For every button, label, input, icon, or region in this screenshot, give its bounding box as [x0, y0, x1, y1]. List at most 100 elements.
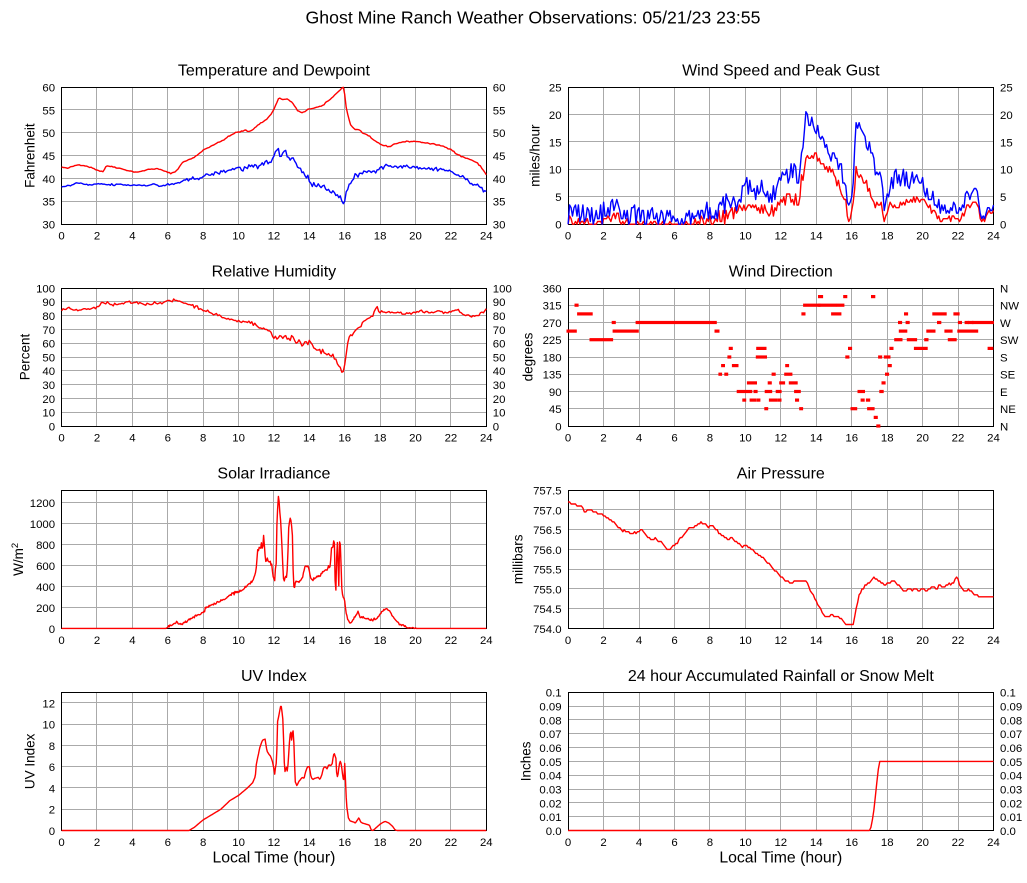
svg-text:1200: 1200: [30, 498, 55, 510]
svg-text:20: 20: [916, 635, 929, 647]
svg-text:757.5: 757.5: [533, 486, 562, 498]
svg-text:10: 10: [493, 408, 506, 420]
svg-text:6: 6: [671, 231, 677, 243]
svg-text:0.08: 0.08: [539, 715, 561, 727]
svg-text:12: 12: [774, 231, 787, 243]
svg-text:8: 8: [707, 231, 713, 243]
svg-text:16: 16: [845, 837, 858, 849]
svg-text:8: 8: [49, 741, 55, 753]
svg-text:20: 20: [916, 231, 929, 243]
svg-text:24: 24: [987, 231, 1000, 243]
svg-text:22: 22: [445, 635, 458, 647]
svg-text:0.05: 0.05: [539, 757, 561, 769]
svg-text:20: 20: [42, 394, 55, 406]
svg-text:50: 50: [42, 352, 55, 364]
svg-text:1000: 1000: [30, 519, 55, 531]
svg-text:10: 10: [232, 837, 245, 849]
svg-text:4: 4: [129, 231, 135, 243]
svg-text:225: 225: [543, 335, 562, 347]
svg-text:0.05: 0.05: [1000, 757, 1022, 769]
svg-text:14: 14: [303, 635, 316, 647]
svg-text:0.01: 0.01: [1000, 812, 1022, 824]
svg-text:0: 0: [1000, 220, 1006, 232]
svg-text:8: 8: [200, 432, 206, 444]
svg-text:16: 16: [338, 432, 351, 444]
svg-text:754.0: 754.0: [533, 624, 562, 636]
svg-text:60: 60: [493, 82, 506, 94]
svg-text:60: 60: [42, 339, 55, 351]
svg-text:0.03: 0.03: [539, 784, 561, 796]
svg-text:4: 4: [636, 635, 642, 647]
svg-text:24: 24: [480, 635, 493, 647]
svg-text:Wind Speed and Peak Gust: Wind Speed and Peak Gust: [682, 63, 880, 80]
svg-text:80: 80: [493, 311, 506, 323]
svg-text:Ghost Mine Ranch Weather Obser: Ghost Mine Ranch Weather Observations: 0…: [306, 8, 761, 28]
svg-text:0.02: 0.02: [539, 798, 561, 810]
svg-text:22: 22: [445, 231, 458, 243]
svg-text:0.06: 0.06: [1000, 743, 1022, 755]
svg-text:16: 16: [845, 231, 858, 243]
svg-text:miles/hour: miles/hour: [528, 124, 543, 187]
svg-text:8: 8: [200, 635, 206, 647]
svg-text:70: 70: [493, 325, 506, 337]
svg-text:0: 0: [555, 421, 561, 433]
svg-text:0: 0: [565, 837, 571, 849]
svg-text:22: 22: [952, 231, 965, 243]
svg-text:4: 4: [636, 432, 642, 444]
svg-text:12: 12: [774, 837, 787, 849]
svg-text:315: 315: [543, 301, 562, 313]
svg-text:6: 6: [671, 837, 677, 849]
svg-text:12: 12: [268, 837, 281, 849]
svg-text:0: 0: [49, 826, 55, 838]
svg-text:22: 22: [445, 837, 458, 849]
svg-text:0.07: 0.07: [1000, 729, 1022, 741]
svg-text:40: 40: [42, 366, 55, 378]
svg-text:12: 12: [268, 432, 281, 444]
svg-text:60: 60: [42, 82, 55, 94]
svg-text:4: 4: [636, 231, 642, 243]
svg-text:0.04: 0.04: [539, 771, 561, 783]
svg-text:16: 16: [338, 635, 351, 647]
svg-text:100: 100: [36, 283, 55, 295]
svg-text:20: 20: [409, 432, 422, 444]
svg-text:20: 20: [1000, 110, 1013, 122]
svg-text:NE: NE: [1000, 404, 1016, 416]
svg-text:10: 10: [232, 432, 245, 444]
svg-text:14: 14: [303, 837, 316, 849]
svg-text:2: 2: [600, 837, 606, 849]
svg-text:6: 6: [49, 762, 55, 774]
svg-text:14: 14: [303, 231, 316, 243]
svg-text:35: 35: [493, 197, 506, 209]
svg-text:756.0: 756.0: [533, 545, 562, 557]
svg-text:10: 10: [232, 635, 245, 647]
svg-text:8: 8: [707, 432, 713, 444]
svg-text:16: 16: [338, 837, 351, 849]
svg-text:0.06: 0.06: [539, 743, 561, 755]
svg-text:4: 4: [129, 432, 135, 444]
svg-text:Wind Direction: Wind Direction: [729, 264, 833, 281]
svg-text:22: 22: [952, 432, 965, 444]
svg-text:N: N: [1000, 421, 1008, 433]
svg-text:SW: SW: [1000, 335, 1019, 347]
svg-text:2: 2: [600, 635, 606, 647]
svg-text:0: 0: [565, 432, 571, 444]
svg-text:4: 4: [129, 837, 135, 849]
svg-text:millibars: millibars: [511, 534, 526, 584]
svg-text:0.09: 0.09: [1000, 702, 1022, 714]
svg-text:40: 40: [493, 174, 506, 186]
svg-text:70: 70: [42, 325, 55, 337]
svg-text:0.07: 0.07: [539, 729, 561, 741]
svg-text:22: 22: [952, 635, 965, 647]
svg-text:8: 8: [707, 837, 713, 849]
svg-text:Fahrenheit: Fahrenheit: [23, 123, 38, 188]
svg-text:55: 55: [42, 105, 55, 117]
svg-text:50: 50: [493, 352, 506, 364]
svg-text:360: 360: [543, 283, 562, 295]
svg-text:24: 24: [987, 837, 1000, 849]
svg-text:30: 30: [42, 220, 55, 232]
svg-text:90: 90: [493, 297, 506, 309]
svg-text:24 hour Accumulated Rainfall o: 24 hour Accumulated Rainfall or Snow Mel…: [628, 668, 934, 685]
svg-text:55: 55: [493, 105, 506, 117]
svg-text:200: 200: [36, 603, 55, 615]
svg-text:12: 12: [42, 698, 55, 710]
